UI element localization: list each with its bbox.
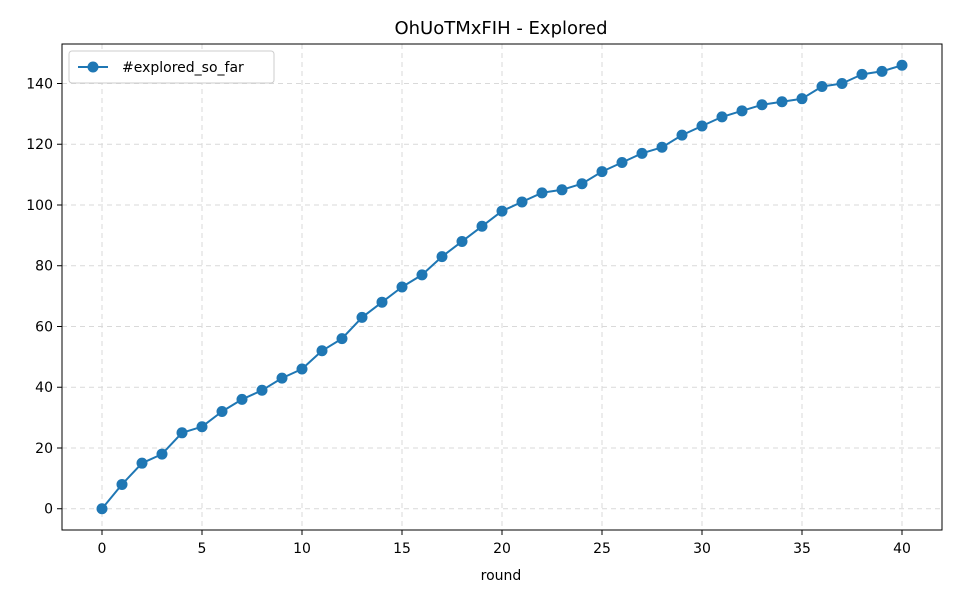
y-tick-label: 0 (44, 502, 53, 518)
x-tick-label: 30 (693, 541, 711, 557)
data-point (336, 333, 348, 345)
y-tick-label: 80 (35, 259, 53, 275)
y-axis: 0 20 40 60 80 100 120 140 (26, 76, 62, 518)
data-point (436, 251, 448, 263)
data-point (396, 281, 408, 293)
x-tick-label: 25 (593, 541, 611, 557)
x-axis-label: round (481, 568, 522, 584)
data-point (756, 99, 768, 111)
x-tick-label: 10 (293, 541, 311, 557)
data-point (876, 65, 888, 77)
data-point (696, 120, 708, 132)
y-tick-label: 140 (26, 76, 53, 92)
data-point (556, 184, 568, 196)
data-point (176, 427, 188, 439)
y-tick-label: 20 (35, 441, 53, 457)
series-layer (96, 59, 908, 515)
data-point (716, 111, 728, 123)
data-point (216, 406, 228, 418)
data-point (536, 187, 548, 199)
data-point (656, 141, 668, 153)
data-point (416, 269, 428, 281)
x-tick-label: 5 (198, 541, 207, 557)
data-point (676, 129, 688, 141)
y-tick-label: 120 (26, 137, 53, 153)
data-point (196, 421, 208, 433)
x-tick-label: 0 (98, 541, 107, 557)
data-point (856, 68, 868, 80)
data-point (616, 156, 628, 168)
data-point (96, 503, 108, 515)
y-tick-label: 60 (35, 319, 53, 335)
legend: #explored_so_far (68, 50, 275, 84)
legend-box (68, 50, 275, 84)
data-point (596, 166, 608, 178)
data-point (576, 178, 588, 190)
data-point (456, 235, 468, 247)
data-point (736, 105, 748, 117)
x-tick-label: 15 (393, 541, 411, 557)
data-point (636, 147, 648, 159)
data-point (816, 81, 828, 93)
data-point (316, 345, 328, 357)
x-tick-label: 20 (493, 541, 511, 557)
data-point (896, 59, 908, 71)
data-point (116, 478, 128, 490)
data-point (156, 448, 168, 460)
legend-label: #explored_so_far (122, 60, 244, 76)
data-point (136, 457, 148, 469)
data-point (476, 220, 488, 232)
data-point (296, 363, 308, 375)
x-tick-label: 35 (793, 541, 811, 557)
y-tick-label: 40 (35, 380, 53, 396)
data-point (376, 296, 388, 308)
grid (62, 44, 942, 530)
x-axis: 0 5 10 15 20 25 30 35 40 (98, 530, 911, 557)
legend-marker-icon (87, 61, 99, 73)
data-point (796, 93, 808, 105)
data-point (236, 393, 248, 405)
data-point (516, 196, 528, 208)
data-point (276, 372, 288, 384)
y-tick-label: 100 (26, 198, 53, 214)
chart-title: OhUoTMxFIH - Explored (394, 18, 607, 39)
data-point (256, 384, 268, 396)
data-point (496, 205, 508, 217)
data-point (356, 311, 368, 323)
data-point (776, 96, 788, 108)
data-point (836, 77, 848, 89)
x-tick-label: 40 (893, 541, 911, 557)
